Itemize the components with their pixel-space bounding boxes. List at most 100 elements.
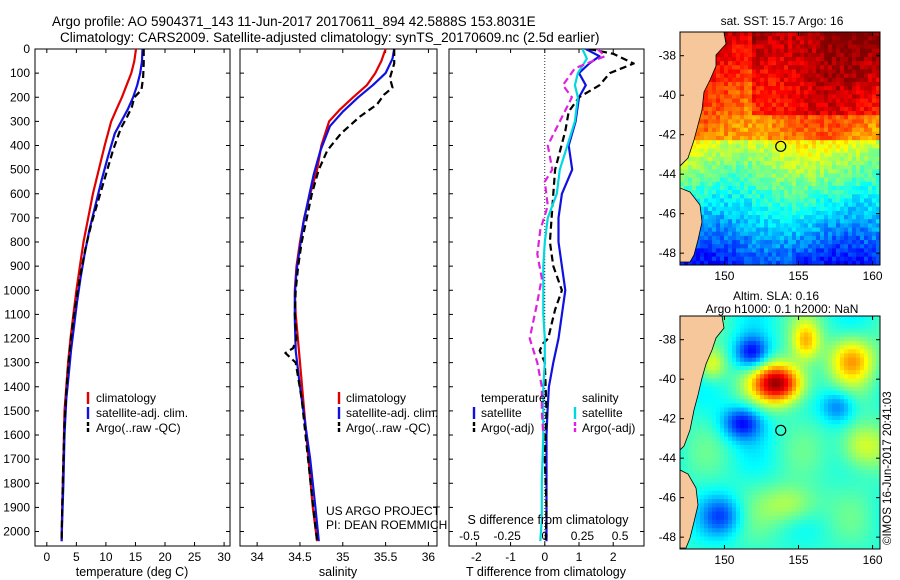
heatmap-cell bbox=[696, 453, 701, 458]
heatmap-cell bbox=[816, 256, 821, 262]
heatmap-cell bbox=[800, 190, 805, 195]
heatmap-cell bbox=[808, 194, 813, 199]
heatmap-cell bbox=[844, 390, 849, 396]
heatmap-cell bbox=[736, 48, 741, 54]
heatmap-cell bbox=[836, 127, 841, 133]
heatmap-cell bbox=[792, 399, 797, 404]
heatmap-cell bbox=[824, 316, 829, 321]
heatmap-cell bbox=[716, 370, 721, 375]
heatmap-cell bbox=[724, 320, 729, 325]
heatmap-cell bbox=[724, 210, 729, 216]
heatmap-cell bbox=[820, 173, 825, 179]
heatmap-cell bbox=[864, 106, 869, 112]
heatmap-cell bbox=[728, 56, 733, 62]
heatmap-cell bbox=[804, 428, 809, 433]
heatmap-cell bbox=[824, 256, 829, 262]
heatmap-cell bbox=[868, 194, 873, 199]
heatmap-cell bbox=[748, 474, 753, 479]
heatmap-cell bbox=[736, 40, 741, 45]
heatmap-cell bbox=[768, 44, 773, 50]
heatmap-cell bbox=[848, 198, 853, 203]
heatmap-cell bbox=[744, 227, 749, 233]
heatmap-cell bbox=[832, 69, 837, 75]
heatmap-cell bbox=[736, 36, 741, 41]
heatmap-cell bbox=[856, 361, 861, 367]
heatmap-cell bbox=[704, 123, 709, 129]
heatmap-cell bbox=[724, 185, 729, 191]
heatmap-cell bbox=[776, 390, 781, 396]
heatmap-cell bbox=[744, 102, 749, 108]
heatmap-cell bbox=[784, 136, 789, 141]
heatmap-cell bbox=[840, 436, 845, 442]
heatmap-cell bbox=[824, 173, 829, 179]
heatmap-cell bbox=[732, 81, 737, 87]
heatmap-cell bbox=[792, 52, 797, 58]
heatmap-cell bbox=[756, 65, 761, 70]
heatmap-cell bbox=[796, 457, 801, 463]
heatmap-cell bbox=[724, 428, 729, 433]
heatmap-cell bbox=[716, 223, 721, 228]
heatmap-cell bbox=[868, 415, 873, 421]
heatmap-cell bbox=[768, 227, 773, 233]
heatmap-cell bbox=[808, 407, 813, 413]
heatmap-cell bbox=[740, 127, 745, 133]
heatmap-cell bbox=[824, 436, 829, 442]
heatmap-cell bbox=[780, 136, 785, 141]
heatmap-cell bbox=[828, 215, 833, 220]
heatmap-cell bbox=[844, 73, 849, 79]
heatmap-cell bbox=[812, 428, 817, 433]
heatmap-cell bbox=[708, 115, 713, 120]
heatmap-cell bbox=[808, 428, 813, 433]
heatmap-cell bbox=[820, 370, 825, 375]
heatmap-cell bbox=[816, 160, 821, 166]
heatmap-cell bbox=[788, 148, 793, 154]
heatmap-cell bbox=[808, 115, 813, 120]
heatmap-cell bbox=[776, 90, 781, 95]
heatmap-cell bbox=[808, 320, 813, 325]
heatmap-cell bbox=[824, 374, 829, 379]
x-tick-label: 34.5 bbox=[288, 550, 312, 564]
heatmap-cell bbox=[844, 136, 849, 141]
heatmap-cell bbox=[760, 90, 765, 95]
heatmap-cell bbox=[684, 461, 689, 467]
heatmap-cell bbox=[756, 357, 761, 363]
heatmap-cell bbox=[820, 177, 825, 183]
heatmap-cell bbox=[856, 140, 861, 145]
heatmap-cell bbox=[848, 374, 853, 379]
heatmap-cell bbox=[852, 61, 857, 66]
heatmap-cell bbox=[840, 420, 845, 425]
heatmap-cell bbox=[840, 160, 845, 166]
heatmap-cell bbox=[784, 328, 789, 334]
heatmap-cell bbox=[800, 181, 805, 187]
heatmap-cell bbox=[804, 111, 809, 116]
heatmap-cell bbox=[740, 94, 745, 99]
heatmap-cell bbox=[876, 320, 880, 325]
heatmap-cell bbox=[788, 206, 793, 212]
heatmap-cell bbox=[728, 316, 733, 321]
heatmap-cell bbox=[776, 152, 781, 158]
heatmap-cell bbox=[744, 111, 749, 116]
heatmap-cell bbox=[728, 215, 733, 220]
heatmap-cell bbox=[724, 336, 729, 342]
heatmap-cell bbox=[828, 81, 833, 87]
heatmap-cell bbox=[876, 357, 880, 363]
heatmap-cell bbox=[872, 424, 877, 429]
heatmap-cell bbox=[708, 131, 713, 137]
heatmap-cell bbox=[700, 390, 705, 396]
heatmap-cell bbox=[728, 198, 733, 203]
heatmap-cell bbox=[820, 424, 825, 429]
heatmap-cell bbox=[732, 194, 737, 199]
heatmap-cell bbox=[776, 177, 781, 183]
heatmap-cell bbox=[840, 361, 845, 367]
heatmap-cell bbox=[788, 73, 793, 79]
heatmap-cell bbox=[800, 98, 805, 104]
heatmap-cell bbox=[816, 144, 821, 149]
heatmap-cell bbox=[744, 432, 749, 438]
heatmap-cell bbox=[860, 106, 865, 112]
heatmap-cell bbox=[752, 353, 757, 359]
heatmap-cell bbox=[728, 48, 733, 54]
heatmap-cell bbox=[744, 399, 749, 404]
heatmap-cell bbox=[700, 215, 705, 220]
heatmap-cell bbox=[836, 181, 841, 187]
heatmap-cell bbox=[764, 86, 769, 91]
